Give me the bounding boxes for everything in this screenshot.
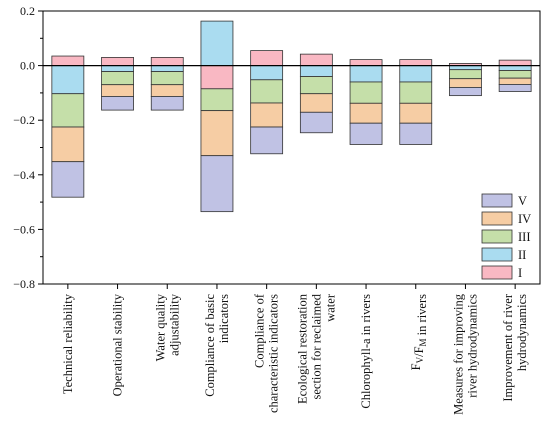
bar-segment-i-5: [250, 50, 284, 66]
legend-label-ii: II: [518, 248, 526, 262]
bar-segment-iv-8: [399, 102, 433, 124]
bar-segment-iv-9: [449, 78, 482, 88]
legend-swatch-i: [481, 265, 513, 280]
bar-segment-iii-2: [101, 71, 134, 86]
bar-segment-v-2: [101, 96, 134, 111]
bar-segment-v-5: [250, 126, 284, 155]
bar-segment-ii-7: [349, 65, 383, 83]
bar-segment-i-4: [200, 65, 234, 90]
bar-segment-iii-7: [349, 81, 383, 104]
bar-segment-iii-5: [250, 79, 284, 104]
bar-segment-iv-4: [200, 110, 234, 157]
bar-segment-v-9: [449, 87, 482, 97]
y-tick-label: −0.2: [13, 113, 35, 127]
y-tick-label: −0.4: [13, 168, 35, 182]
bar-segment-v-6: [299, 111, 333, 134]
bar-segment-ii-5: [250, 65, 284, 81]
x-tick-label: Compliance ofcharacteristic indicators: [253, 293, 281, 413]
bar-segment-v-7: [349, 122, 383, 145]
plot-frame: [42, 10, 541, 285]
legend-label-iv: IV: [518, 212, 531, 226]
bar-segment-iv-3: [150, 84, 184, 97]
bar-segment-ii-1: [51, 65, 85, 95]
bar-segment-ii-9: [449, 65, 482, 71]
bar-segment-i-6: [299, 53, 333, 66]
bar-segment-i-1: [51, 55, 85, 66]
legend-swatch-iv: [481, 211, 513, 226]
x-tick-label: Technical reliability: [61, 293, 75, 394]
y-tick-label: 0.2: [20, 4, 35, 18]
bar-segment-iii-4: [200, 88, 234, 112]
bar-segment-v-8: [399, 122, 433, 145]
bar-segment-iv-7: [349, 102, 383, 124]
x-tick-label: Chlorophyll-a in rivers: [359, 294, 373, 409]
bar-segment-i-8: [399, 59, 433, 67]
bar-segment-v-3: [150, 96, 184, 111]
bar-segment-i-10: [498, 59, 532, 66]
bar-segment-iv-10: [498, 77, 532, 85]
x-tick-label: Operational stability: [111, 293, 125, 396]
bar-segment-iii-6: [299, 76, 333, 95]
bar-segment-iii-8: [399, 81, 433, 104]
bar-segment-iv-5: [250, 102, 284, 128]
bar-segment-ii-2: [101, 65, 134, 73]
x-tick-label: Improvement of riverhydrodynamics: [501, 293, 529, 401]
bar-segment-i-2: [101, 57, 134, 66]
bar-segment-iii-9: [449, 69, 482, 80]
legend-label-v: V: [518, 194, 527, 208]
y-axis: 0.2 0.0 −0.2 −0.4 −0.6 −0.8: [13, 4, 43, 291]
legend-label-i: I: [518, 266, 522, 280]
legend-swatch-v: [481, 193, 513, 208]
bar-segment-iii-1: [51, 93, 85, 128]
x-tick-label: FV/FM in rivers: [409, 294, 429, 370]
x-axis: Technical reliability Operational stabili…: [61, 284, 529, 415]
legend-swatch-ii: [481, 247, 513, 262]
y-tick-label: −0.6: [13, 222, 35, 236]
bar-segment-iv-6: [299, 93, 333, 113]
bar-segment-ii-8: [399, 65, 433, 83]
bar-segment-ii-10: [498, 65, 532, 71]
x-tick-label: Water qualityadjustability: [153, 293, 181, 361]
bar-segment-v-10: [498, 84, 532, 92]
bar-segment-iv-1: [51, 126, 85, 163]
x-tick-label: Measures for improvingriver hydrodynamic…: [451, 293, 479, 415]
bar-segment-i-7: [349, 59, 383, 67]
bar-segment-v-1: [51, 161, 85, 198]
x-tick-label: Compliance of basicindicators: [203, 294, 231, 397]
legend-swatch-iii: [481, 229, 513, 244]
legend-label-iii: III: [518, 230, 531, 244]
bar-segment-v-4: [200, 155, 234, 213]
bars-layer: [51, 20, 532, 213]
x-tick-label: Ecological restorationsection for reclai…: [295, 293, 337, 404]
bar-segment-ii-3: [150, 65, 184, 73]
bar-segment-iii-10: [498, 70, 532, 79]
bar-segment-ii-6: [299, 65, 333, 77]
bar-segment-ii-4: [200, 20, 234, 67]
bar-segment-iii-3: [150, 71, 184, 86]
y-tick-label: 0.0: [20, 59, 35, 73]
bar-segment-i-3: [150, 57, 184, 66]
y-tick-label: −0.8: [13, 277, 35, 291]
bar-segment-iv-2: [101, 84, 134, 97]
